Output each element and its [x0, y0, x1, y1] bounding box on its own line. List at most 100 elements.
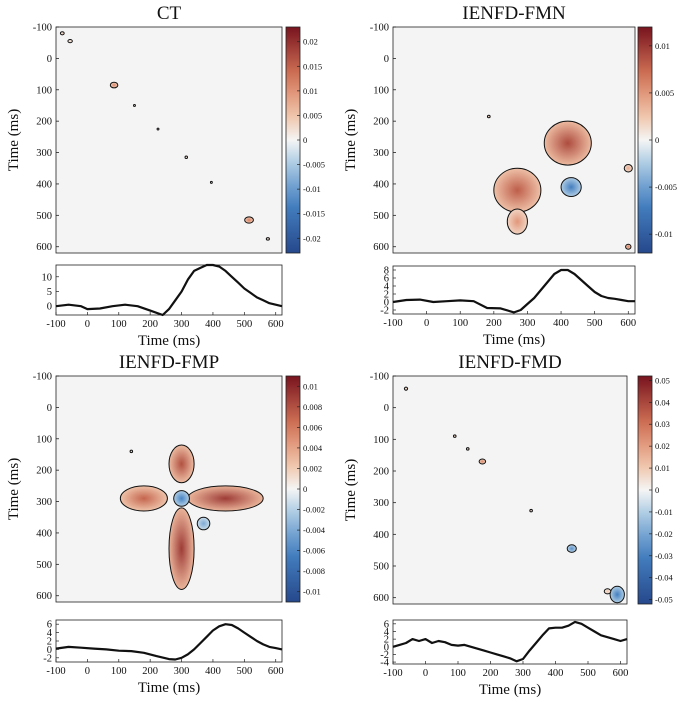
- trace-plot-area: [392, 265, 636, 315]
- trace-y-tick-label: -2: [380, 306, 389, 317]
- y-tick-label: 100: [373, 85, 389, 96]
- colorbar-tick-label: -0.04: [655, 573, 673, 583]
- y-tick-label: 0: [384, 403, 389, 414]
- trace-y-tick-label: 0: [47, 645, 52, 656]
- x-tick-label: 0: [85, 319, 90, 330]
- x-tick-label: 300: [520, 318, 536, 329]
- trace-line: [55, 263, 283, 317]
- trace-y-tick-label: 6: [384, 619, 389, 630]
- y-axis-label: Time (ms): [343, 459, 359, 521]
- colorbar-tick-label: 0.006: [303, 422, 322, 432]
- significant-cluster: [133, 104, 136, 107]
- trace-line: [55, 623, 283, 661]
- colorbar-tick-label: -0.01: [655, 229, 673, 239]
- x-tick-label: 600: [613, 668, 629, 679]
- x-tick-label: 500: [236, 666, 252, 677]
- significant-cluster: [609, 585, 625, 604]
- x-tick-label: 200: [483, 668, 499, 679]
- significant-cluster: [603, 588, 612, 595]
- trace-y-tick-label: 0: [384, 642, 389, 653]
- y-tick-label: 600: [373, 593, 389, 604]
- x-tick-label: 100: [111, 666, 127, 677]
- colorbar-tick-label: 0.03: [655, 419, 670, 429]
- trace-y-tick-label: 4: [384, 627, 390, 638]
- y-tick-label: 500: [373, 211, 389, 222]
- y-tick-label: -100: [33, 372, 52, 383]
- significant-cluster: [486, 114, 491, 119]
- colorbar-tick-label: 0.008: [303, 402, 322, 412]
- significant-cluster: [566, 544, 577, 553]
- trace-y-tick-label: 4: [47, 628, 53, 639]
- colorbar-tick-label: -0.01: [303, 184, 321, 194]
- y-tick-label: -100: [370, 372, 389, 383]
- x-tick-label: 0: [423, 668, 428, 679]
- colorbar-tick-label: -0.002: [303, 505, 325, 515]
- x-tick-label: 500: [587, 318, 603, 329]
- colorbar-tick-label: -0.05: [655, 595, 673, 605]
- y-tick-label: 600: [36, 591, 52, 602]
- trace-y-tick-label: 8: [384, 266, 389, 277]
- significant-cluster: [623, 163, 633, 173]
- y-tick-label: 100: [36, 85, 52, 96]
- y-tick-label: 300: [36, 497, 52, 508]
- y-tick-label: 200: [36, 466, 52, 477]
- y-tick-label: 400: [373, 179, 389, 190]
- colorbar-tick-label: 0.02: [303, 37, 318, 47]
- significant-cluster: [59, 31, 65, 36]
- colorbar-tick-label: 0.004: [303, 443, 323, 453]
- colorbar-tick-label: -0.015: [303, 209, 325, 219]
- trace-y-tick-label: 4: [384, 282, 390, 293]
- trace-y-tick-label: 5: [47, 287, 52, 298]
- colorbar-tick-label: -0.004: [303, 525, 326, 535]
- colorbar-tick-label: -0.01: [303, 587, 321, 597]
- significant-cluster: [560, 177, 582, 197]
- x-axis-label: Time (ms): [479, 682, 541, 698]
- y-tick-label: 500: [373, 562, 389, 573]
- x-tick-label: -100: [383, 318, 402, 329]
- colorbar-tick-label: -0.006: [303, 546, 325, 556]
- x-axis-label: Time (ms): [483, 332, 545, 348]
- colorbar-tick-label: -0.02: [655, 529, 673, 539]
- trace-y-tick-label: 2: [384, 635, 389, 646]
- x-tick-label: 300: [515, 668, 531, 679]
- x-tick-label: 400: [548, 668, 564, 679]
- significant-cluster: [109, 81, 119, 89]
- x-tick-label: 600: [620, 318, 636, 329]
- y-tick-label: 300: [373, 148, 389, 159]
- y-tick-label: 100: [36, 434, 52, 445]
- trace-y-tick-label: -2: [380, 650, 389, 661]
- x-tick-label: 200: [142, 666, 158, 677]
- y-tick-label: -100: [370, 23, 389, 34]
- y-tick-label: 100: [373, 435, 389, 446]
- significant-cluster: [129, 449, 134, 454]
- y-tick-label: 200: [36, 117, 52, 128]
- y-tick-label: 500: [36, 211, 52, 222]
- y-tick-label: 0: [384, 54, 389, 65]
- colorbar-tick-label: 0.005: [303, 110, 322, 120]
- colorbar-tick-label: 0.01: [303, 381, 318, 391]
- y-axis-label: Time (ms): [343, 109, 359, 171]
- colorbar-tick-label: -0.03: [655, 551, 673, 561]
- significant-cluster: [625, 243, 632, 250]
- colorbar-tick-label: 0: [655, 485, 659, 495]
- trace-plot-area: [55, 619, 283, 663]
- trace-y-tick-label: 0: [384, 298, 389, 309]
- colorbar-tick-label: 0.005: [655, 88, 674, 98]
- trace-y-tick-label: 0: [47, 302, 52, 313]
- x-tick-label: 200: [142, 319, 158, 330]
- panel-title: IENFD-FMN: [462, 3, 566, 24]
- significant-cluster: [67, 39, 73, 44]
- significant-cluster: [196, 516, 211, 531]
- heatmap-plot-area: [392, 375, 628, 605]
- significant-cluster: [156, 127, 160, 131]
- colorbar-tick-label: 0.01: [655, 41, 670, 51]
- colorbar-tick-label: 0.04: [655, 397, 671, 407]
- y-tick-label: 500: [36, 560, 52, 571]
- colorbar-tick-label: 0.02: [655, 441, 670, 451]
- trace-y-tick-label: 6: [384, 274, 389, 285]
- trace-line: [392, 620, 628, 663]
- significant-cluster: [529, 508, 533, 513]
- panel-title: IENFD-FMP: [119, 352, 219, 373]
